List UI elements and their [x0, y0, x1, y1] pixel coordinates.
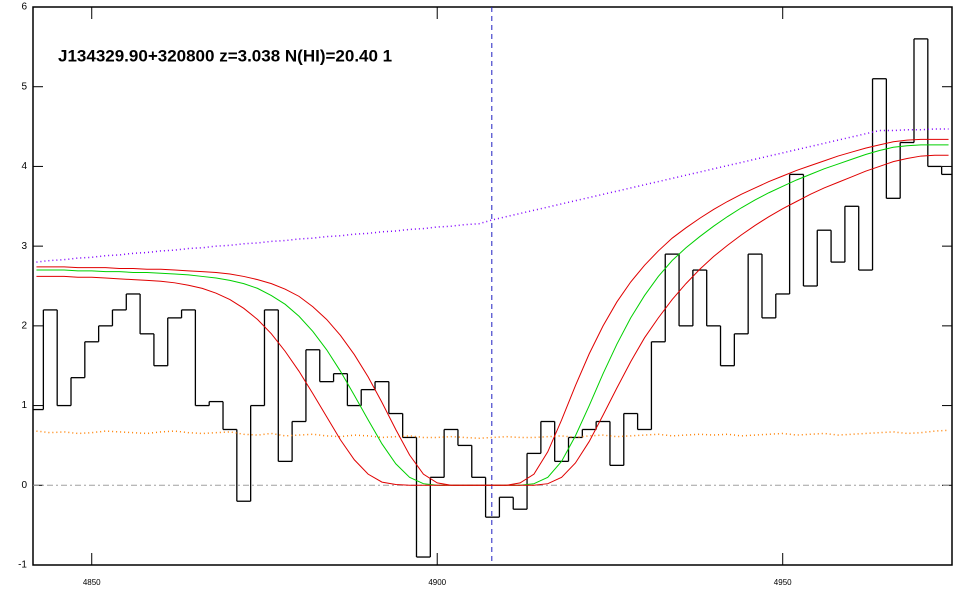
x-tick-label: 4850 [83, 578, 101, 587]
chart-title: J134329.90+320800 z=3.038 N(HI)=20.40 1 [58, 46, 392, 65]
y-tick-label: 5 [21, 81, 27, 92]
y-tick-label: 0 [21, 480, 27, 491]
plot-frame [32, 6, 953, 566]
model-curve [36, 144, 949, 486]
y-tick-label: 3 [21, 241, 27, 252]
y-tick-label: 2 [21, 320, 27, 331]
x-tick-label: 4950 [774, 578, 792, 587]
flux-risers [42, 38, 943, 558]
dotted-curve [36, 429, 949, 440]
dotted-curve [36, 128, 949, 263]
model-curve [36, 154, 949, 486]
x-tick-label: 4900 [428, 578, 446, 587]
y-tick-label: 1 [21, 400, 27, 411]
model-curve [36, 138, 949, 486]
y-tick-label: 6 [21, 2, 27, 13]
y-tick-label: -1 [18, 560, 27, 571]
y-tick-label: 4 [21, 161, 27, 172]
